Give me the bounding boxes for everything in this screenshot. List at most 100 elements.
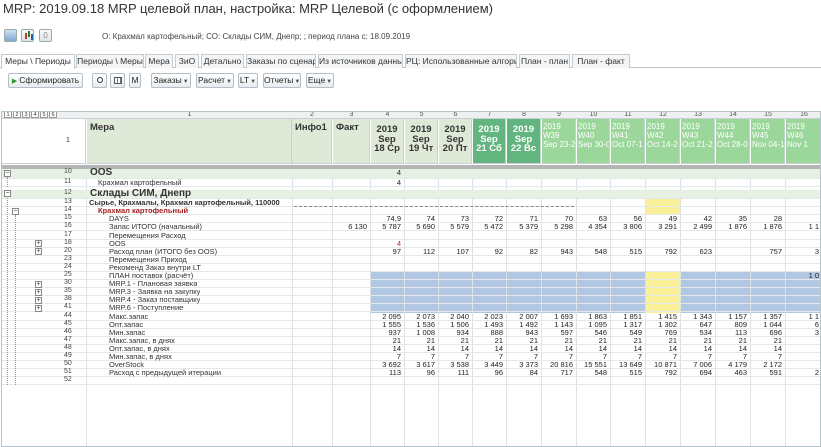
table-row[interactable]: 41 MRP.6 - Поступление [2, 303, 820, 313]
table-settings-button[interactable] [110, 73, 125, 88]
cell-value: 2 095 [382, 311, 401, 321]
row-number: 15 [64, 214, 72, 222]
tree-toggle-icon[interactable]: + [35, 248, 42, 256]
tab-4[interactable]: ЗиО [175, 54, 199, 68]
cell-value: 84 [529, 368, 538, 378]
table-row[interactable]: 12 Склады СИМ, Днепр [2, 188, 820, 200]
row-dash [294, 199, 574, 208]
table-row[interactable]: 44 Макс.запас 2 095 2 073 2 040 2 023 2 007 1 6… [2, 311, 820, 321]
cell-value: 15 551 [584, 360, 607, 370]
table-row[interactable]: 52 [2, 376, 820, 386]
column-number: 4 [385, 111, 390, 118]
calc-label: Расчет [198, 75, 226, 85]
cell-value: 2 [814, 368, 819, 378]
table-row[interactable]: 14 Крахмал картофельный [2, 206, 820, 216]
table-row[interactable]: 30 MRP.1 - Плановая заявка [2, 279, 820, 289]
cell-value: 82 [529, 246, 538, 256]
table-row[interactable]: 25 ПЛАН поставок (расчёт) 1 0 [2, 271, 820, 281]
level-button-5[interactable]: 5 [40, 112, 48, 118]
header-day-year: 2019 [444, 124, 466, 135]
table-row[interactable]: 15 DAYS 74,9 74 73 72 71 70 63 56 49 42 35 28 [2, 214, 820, 224]
search-button[interactable] [92, 73, 107, 88]
tree-toggle-icon[interactable]: − [4, 169, 11, 177]
row-label: OOS [90, 167, 113, 178]
level-button-2[interactable]: 2 [13, 112, 21, 118]
tab-3[interactable]: Мера [145, 54, 173, 68]
tree-toggle-icon[interactable]: + [35, 296, 42, 304]
tab-5[interactable]: Детально [201, 54, 244, 68]
tree-toggle-icon[interactable]: − [4, 190, 11, 198]
lt-button[interactable]: LT▼ [238, 73, 258, 88]
tab-2[interactable]: Периоды \ Меры [76, 54, 144, 68]
header-week-range: Nov 1 [787, 140, 808, 149]
tree-toggle-icon[interactable]: + [35, 304, 42, 312]
tab-9[interactable]: План - план [519, 54, 570, 68]
table-row[interactable]: 38 MRP.4 - Заказ поставщику [2, 295, 820, 305]
table-row[interactable]: 20 Расход план (ИТОГО без OOS) 97 112 107 92 8… [2, 246, 820, 256]
cell-value: 5 579 [450, 222, 469, 232]
level-button-3[interactable]: 3 [22, 112, 30, 118]
row-label: Макс.запас [109, 311, 149, 321]
table-row[interactable]: 47 Макс.запас, в днях 21 21 21 21 21 21 21 21 21 21… [2, 336, 820, 345]
header-day-date: 21 Сб [476, 143, 502, 154]
header-week-year: 2019 [752, 122, 770, 131]
counter-badge[interactable]: 0 [39, 29, 52, 42]
cell-value: 7 [464, 352, 469, 361]
header-fact: Факт [333, 119, 370, 164]
row-label: Опт.запас [109, 319, 144, 329]
cell-value: 546 [594, 327, 607, 337]
table-row[interactable]: 49 Мин.запас, в днях 7 7 7 7 7 7 7 7 7 7 7 7 [2, 352, 820, 362]
tab-10[interactable]: План - факт [572, 54, 630, 68]
cell-value: 14 [738, 343, 747, 353]
header-day-year: 2019 [410, 124, 432, 135]
tree-toggle-icon[interactable]: + [35, 288, 42, 296]
cell-value: 7 [533, 352, 538, 361]
tree-toggle-icon[interactable]: − [12, 207, 19, 215]
level-button-1[interactable]: 1 [4, 112, 12, 118]
column-number: 11 [624, 111, 632, 118]
table-row[interactable]: 11 Крахмал картофельный 4 [2, 178, 820, 187]
calc-button[interactable]: Расчет▼ [196, 73, 234, 88]
chevron-down-icon: ▼ [226, 79, 232, 85]
form-button[interactable]: ▶ Сформировать [8, 73, 83, 88]
settings-icon[interactable] [4, 29, 17, 42]
table-row[interactable]: 10 OOS 4 [2, 167, 820, 179]
column-number: 14 [729, 111, 737, 118]
table-row[interactable]: 23 Перемещения Приход [2, 255, 820, 264]
reports-button[interactable]: Отчеты▼ [263, 73, 301, 88]
tree-toggle-icon[interactable]: + [35, 240, 42, 248]
table-row[interactable]: 48 Опт.запас, в днях 14 14 14 14 14 14 14 14 14 14 1… [2, 343, 820, 353]
column-divider [610, 164, 611, 446]
table-row[interactable]: 16 Запас ИТОГО (начальный) 6 130 5 787 5 690… [2, 222, 820, 232]
tree-toggle-icon[interactable]: + [35, 280, 42, 288]
table-row[interactable]: 45 Опт.запас 1 555 1 536 1 506 1 493 1 492 1 14… [2, 319, 820, 329]
header-week-range: Sep 23-2 [543, 140, 576, 149]
m-button[interactable]: М [129, 73, 141, 88]
tab-7[interactable]: Из источников данных [318, 54, 403, 68]
table-row[interactable]: 50 OverStock 3 692 3 617 3 538 3 449 3 373 20 8… [2, 360, 820, 370]
cell-value: 943 [560, 246, 573, 256]
header-week-year: 2019 [543, 122, 561, 131]
table-row[interactable]: 46 Мин.запас 937 1 008 934 888 943 597 546 549 769… [2, 327, 820, 337]
table-row[interactable]: 24 Рекоменд Заказ внутри LT [2, 263, 820, 272]
chart-icon[interactable] [21, 29, 34, 42]
tab-1[interactable]: Меры \ Периоды [1, 54, 75, 69]
table-row[interactable]: 51 Расход с предыдущей итерации 113 96 111 96… [2, 368, 820, 378]
table-row[interactable]: 18 OOS 4 [2, 239, 820, 248]
header-separator [2, 165, 820, 169]
header-week-number: W41 [612, 131, 629, 140]
cell-value: 5 690 [416, 222, 435, 232]
orders-button[interactable]: Заказы▼ [151, 73, 191, 88]
level-button-6[interactable]: 6 [49, 112, 57, 118]
tab-6[interactable]: Заказы по сценарию [246, 54, 316, 68]
table-row[interactable]: 17 Перемещения Расход [2, 231, 820, 240]
more-button[interactable]: Еще▼ [306, 73, 334, 88]
table-row[interactable]: 13 Сырье, Крахмалы, Крахмал картофельный,… [2, 198, 820, 208]
level-button-4[interactable]: 4 [31, 112, 39, 118]
table-row[interactable]: 35 MRP.3 - Заявка на закупку [2, 287, 820, 297]
cell-value: 4 [396, 168, 401, 177]
header-day-month: Sep [446, 133, 464, 145]
column-number: 8 [522, 111, 526, 118]
tab-8[interactable]: РЦ: Использованные алгоритмы [405, 54, 517, 68]
